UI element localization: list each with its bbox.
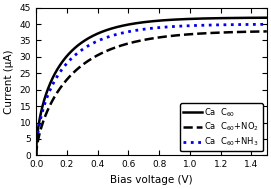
Ca  C$_{60}$+NO$_2$ bbox=[265, 30, 269, 33]
Ca  C$_{60}$+NO$_2$ bbox=[224, 31, 227, 33]
X-axis label: Bias voltage (V): Bias voltage (V) bbox=[110, 175, 193, 185]
Ca  C$_{60}$ bbox=[144, 21, 147, 23]
Ca  C$_{60}$+NO$_2$ bbox=[146, 38, 149, 40]
Ca  C$_{60}$+NO$_2$ bbox=[159, 36, 163, 38]
Y-axis label: Current (μA): Current (μA) bbox=[4, 49, 14, 114]
Ca  C$_{60}$ bbox=[159, 19, 163, 22]
Ca  C$_{60}$+NO$_2$ bbox=[260, 30, 263, 33]
Ca  C$_{60}$ bbox=[172, 19, 175, 21]
Ca  C$_{60}$+NO$_2$ bbox=[172, 35, 175, 37]
Ca  C$_{60}$ bbox=[265, 17, 269, 19]
Line: Ca  C$_{60}$+NH$_3$: Ca C$_{60}$+NH$_3$ bbox=[36, 24, 267, 155]
Ca  C$_{60}$ bbox=[224, 17, 227, 19]
Ca  C$_{60}$ bbox=[34, 154, 38, 156]
Ca  C$_{60}$+NH$_3$ bbox=[265, 23, 269, 26]
Line: Ca  C$_{60}$+NO$_2$: Ca C$_{60}$+NO$_2$ bbox=[36, 31, 267, 155]
Ca  C$_{60}$+NH$_3$ bbox=[146, 28, 149, 30]
Ca  C$_{60}$+NH$_3$ bbox=[159, 26, 163, 29]
Legend: Ca  C$_{60}$, Ca  C$_{60}$+NO$_2$, Ca  C$_{60}$+NH$_3$: Ca C$_{60}$, Ca C$_{60}$+NO$_2$, Ca C$_{… bbox=[180, 103, 263, 151]
Ca  C$_{60}$ bbox=[260, 17, 263, 19]
Ca  C$_{60}$+NO$_2$ bbox=[34, 154, 38, 156]
Ca  C$_{60}$+NH$_3$ bbox=[224, 24, 227, 26]
Line: Ca  C$_{60}$: Ca C$_{60}$ bbox=[36, 18, 267, 155]
Ca  C$_{60}$+NO$_2$ bbox=[144, 38, 147, 41]
Ca  C$_{60}$+NH$_3$ bbox=[260, 23, 263, 26]
Ca  C$_{60}$+NH$_3$ bbox=[172, 25, 175, 28]
Ca  C$_{60}$+NH$_3$ bbox=[144, 28, 147, 30]
Ca  C$_{60}$+NH$_3$ bbox=[34, 154, 38, 156]
Ca  C$_{60}$ bbox=[146, 21, 149, 23]
